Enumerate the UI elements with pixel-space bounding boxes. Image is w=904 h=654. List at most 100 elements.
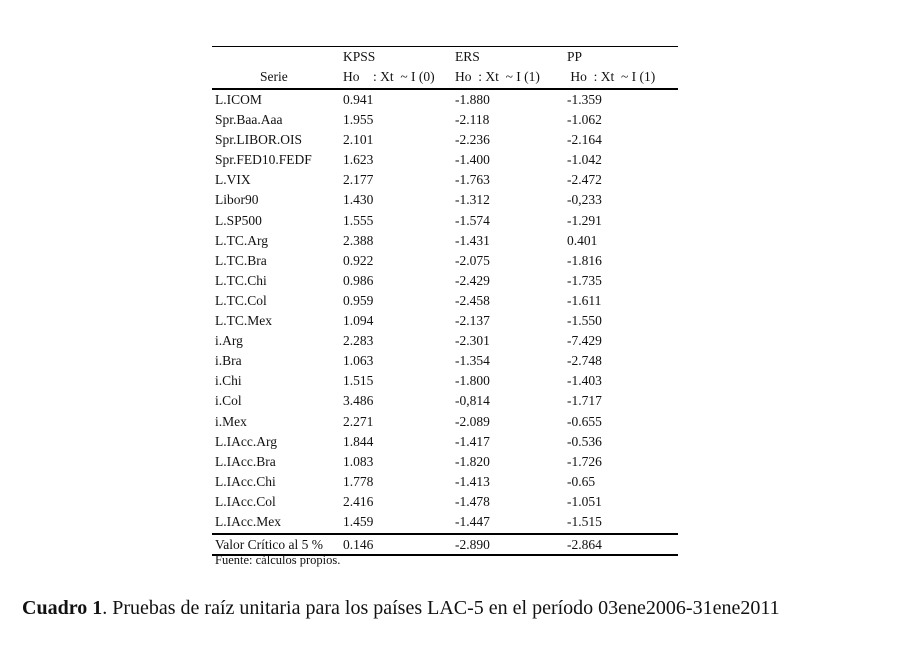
cell-ers: -2.301 (455, 333, 490, 349)
table-row: L.SP500 1.555 -1.574 -1.291 (212, 211, 678, 231)
cell-serie: L.VIX (215, 172, 251, 188)
cell-serie: i.Col (215, 393, 242, 409)
cell-serie: L.IAcc.Bra (215, 453, 276, 469)
header-kpss-hypothesis: Ho : Xt ~ I (0) (343, 69, 435, 84)
cell-kpss: 1.844 (343, 433, 374, 449)
header-row-tests: KPSS ERS PP (212, 47, 678, 67)
cell-kpss: 1.515 (343, 373, 374, 389)
cell-pp: -1.611 (567, 292, 602, 308)
cell-serie: Spr.LIBOR.OIS (215, 132, 303, 148)
cell-serie: i.Bra (215, 353, 242, 369)
cell-pp: -2.164 (567, 132, 602, 148)
cell-pp: -1.051 (567, 493, 602, 509)
cell-ers: -1.312 (455, 192, 490, 208)
cell-kpss: 2.101 (343, 132, 374, 148)
table-row: Spr.Baa.Aaa 1.955 -2.118 -1.062 (212, 110, 678, 130)
table-row: L.IAcc.Mex 1.459 -1.447 -1.515 (212, 512, 678, 532)
cell-kpss: 0.922 (343, 252, 374, 268)
critical-value-row: Valor Crítico al 5 % 0.146 -2.890 -2.864 (212, 533, 678, 557)
header-pp: PP (567, 49, 583, 64)
header-ers-hypothesis: Ho : Xt ~ I (1) (455, 69, 540, 84)
cell-serie: L.ICOM (215, 92, 262, 107)
table-row: i.Col 3.486 -0,814 -1.717 (212, 391, 678, 411)
cell-pp: -1.550 (567, 313, 602, 329)
table-row: L.IAcc.Arg 1.844 -1.417 -0.536 (212, 432, 678, 452)
cell-pp: -1.291 (567, 212, 602, 228)
cell-pp: -1.403 (567, 373, 602, 389)
cell-serie: Spr.FED10.FEDF (215, 152, 312, 168)
cell-ers: -1.417 (455, 433, 490, 449)
table-row: L.IAcc.Col 2.416 -1.478 -1.051 (212, 492, 678, 512)
cell-ers: -0,814 (455, 393, 490, 409)
cell-ers: -2.118 (455, 112, 490, 128)
cell-pp: -0.536 (567, 433, 602, 449)
cell-pp: -1.816 (567, 252, 602, 268)
header-ers: ERS (455, 49, 480, 64)
cell-serie: L.IAcc.Chi (215, 473, 276, 489)
cell-serie: L.TC.Arg (215, 232, 268, 248)
cell-ers: -2.075 (455, 252, 490, 268)
cell-serie: i.Chi (215, 373, 242, 389)
cell-pp: 0.401 (567, 232, 598, 248)
table-row: L.TC.Arg 2.388 -1.431 0.401 (212, 231, 678, 251)
critical-pp: -2.864 (567, 537, 602, 553)
cell-pp: -1.062 (567, 112, 602, 128)
cell-ers: -1.820 (455, 453, 490, 469)
table-caption: Cuadro 1. Pruebas de raíz unitaria para … (22, 597, 780, 620)
cell-serie: Libor90 (215, 192, 259, 208)
cell-kpss: 1.955 (343, 112, 374, 128)
table-row: L.TC.Bra 0.922 -2.075 -1.816 (212, 251, 678, 271)
caption-label: Cuadro 1 (22, 597, 103, 619)
header-pp-hypothesis: Ho : Xt ~ I (1) (567, 69, 656, 84)
cell-serie: L.TC.Mex (215, 313, 272, 329)
table-row: L.ICOM 0.941 -1.880 -1.359 (212, 90, 678, 110)
critical-kpss: 0.146 (343, 537, 374, 553)
cell-ers: -1.400 (455, 152, 490, 168)
cell-serie: L.IAcc.Arg (215, 433, 277, 449)
cell-ers: -1.880 (455, 92, 490, 107)
cell-ers: -2.458 (455, 292, 490, 308)
table-row: L.TC.Chi 0.986 -2.429 -1.735 (212, 271, 678, 291)
cell-pp: -1.515 (567, 513, 602, 529)
cell-ers: -1.413 (455, 473, 490, 489)
cell-serie: L.TC.Bra (215, 252, 267, 268)
cell-kpss: 1.459 (343, 513, 374, 529)
header-serie: Serie (260, 69, 288, 84)
cell-serie: L.IAcc.Col (215, 493, 276, 509)
cell-ers: -1.431 (455, 232, 490, 248)
cell-pp: -2.472 (567, 172, 602, 188)
cell-serie: L.SP500 (215, 212, 262, 228)
critical-ers: -2.890 (455, 537, 490, 553)
unit-root-table: KPSS ERS PP Serie Ho : Xt ~ I (0) Ho : X… (212, 46, 678, 557)
cell-kpss: 2.283 (343, 333, 374, 349)
cell-kpss: 2.271 (343, 413, 374, 429)
cell-kpss: 2.177 (343, 172, 374, 188)
cell-kpss: 2.388 (343, 232, 374, 248)
header-kpss: KPSS (343, 49, 376, 64)
cell-serie: i.Mex (215, 413, 247, 429)
cell-kpss: 0.941 (343, 92, 374, 107)
cell-serie: L.TC.Col (215, 292, 267, 308)
cell-serie: L.TC.Chi (215, 272, 267, 288)
cell-kpss: 0.959 (343, 292, 374, 308)
table-row: Spr.LIBOR.OIS 2.101 -2.236 -2.164 (212, 130, 678, 150)
cell-kpss: 1.555 (343, 212, 374, 228)
table-row: L.TC.Col 0.959 -2.458 -1.611 (212, 291, 678, 311)
cell-ers: -2.429 (455, 272, 490, 288)
cell-pp: -0,233 (567, 192, 602, 208)
table-row: i.Bra 1.063 -1.354 -2.748 (212, 351, 678, 371)
table-row: Libor90 1.430 -1.312 -0,233 (212, 190, 678, 210)
cell-kpss: 3.486 (343, 393, 374, 409)
cell-pp: -1.042 (567, 152, 602, 168)
table-row: L.IAcc.Bra 1.083 -1.820 -1.726 (212, 452, 678, 472)
table-source-note: Fuente: cálculos propios. (215, 553, 341, 567)
cell-kpss: 1.778 (343, 473, 374, 489)
table-row: L.VIX 2.177 -1.763 -2.472 (212, 170, 678, 190)
cell-kpss: 1.430 (343, 192, 374, 208)
cell-pp: -1.735 (567, 272, 602, 288)
cell-pp: -1.717 (567, 393, 602, 409)
cell-kpss: 2.416 (343, 493, 374, 509)
caption-text: . Pruebas de raíz unitaria para los país… (102, 597, 780, 619)
table-row: L.TC.Mex 1.094 -2.137 -1.550 (212, 311, 678, 331)
cell-ers: -2.236 (455, 132, 490, 148)
